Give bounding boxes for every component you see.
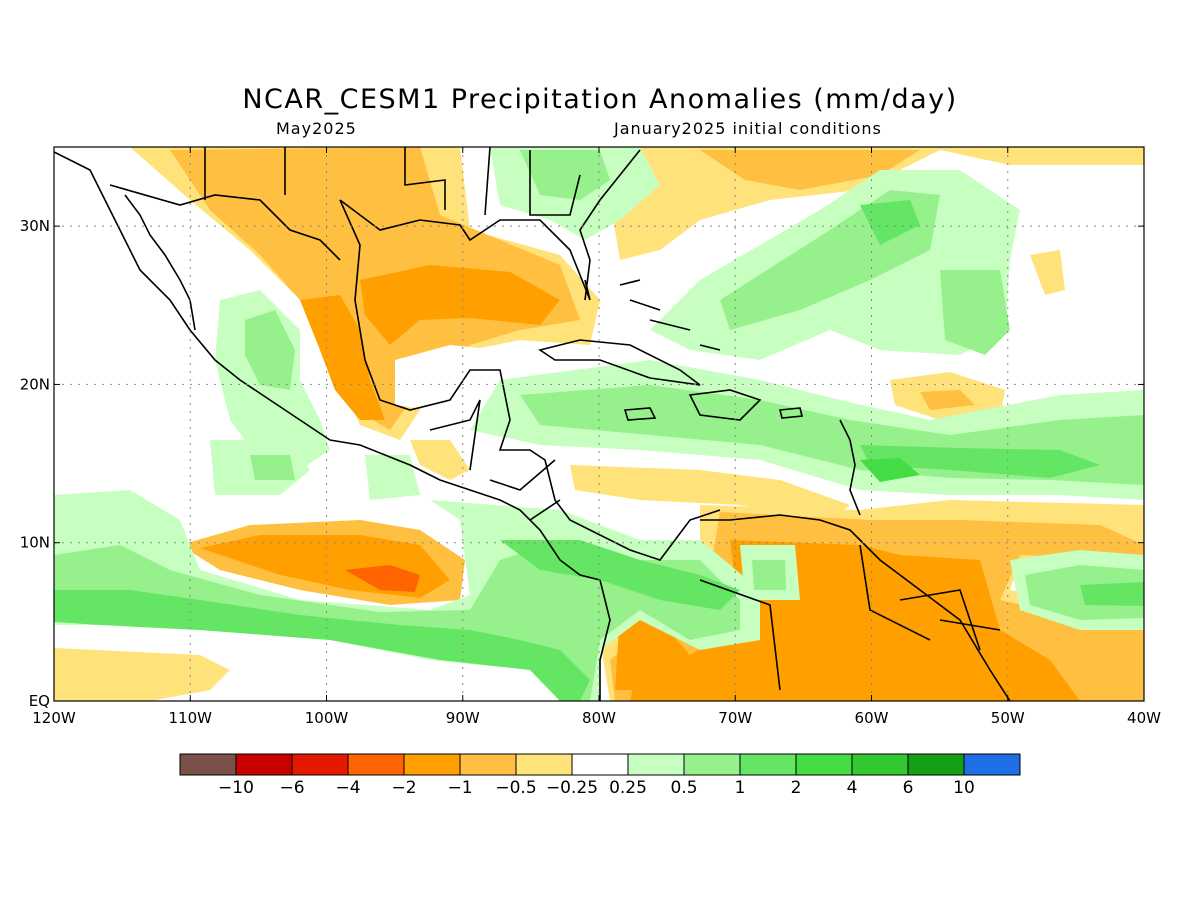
- puerto-rico: [778, 407, 804, 419]
- border-us-mexico: [109, 184, 341, 261]
- hispaniola: [688, 389, 762, 421]
- wet-west-mexico-mid: [245, 310, 295, 390]
- anomaly-field: [54, 147, 1144, 701]
- chart-title: NCAR_CESM1 Precipitation Anomalies (mm/d…: [242, 84, 958, 115]
- dry-colombia: [615, 610, 690, 690]
- coast-us-gulf: [339, 199, 591, 301]
- lesser-antilles: [839, 419, 861, 516]
- wet-caribbean-core: [860, 458, 920, 482]
- colorbar-swatch: [851, 753, 909, 776]
- gridlines: [54, 147, 1144, 701]
- colorbar-label: 1: [735, 778, 746, 798]
- y-tick-label: 30N: [20, 217, 50, 235]
- colorbar-label: −1: [447, 778, 472, 798]
- coastlines: [54, 147, 1011, 701]
- colorbar-swatch: [403, 753, 461, 776]
- x-tick-label: 80W: [582, 709, 616, 727]
- dry-gulf-inner: [395, 345, 520, 410]
- coast-gulf-mexico: [339, 199, 721, 561]
- dry-caribbean-band: [570, 465, 850, 520]
- wet-atlantic-band-core: [860, 200, 920, 245]
- dry-east-pacific-equator: [54, 648, 230, 701]
- wet-east-atlantic-core: [1080, 582, 1144, 606]
- colorbar-swatch: [795, 753, 853, 776]
- colorbar-label: 0.5: [670, 778, 697, 798]
- colorbar-swatch: [459, 753, 517, 776]
- x-tick-label: 120W: [32, 709, 76, 727]
- wet-pacific-itcz-core: [54, 590, 590, 701]
- colorbar-label: −10: [218, 778, 254, 798]
- wet-venezuela-core: [752, 560, 786, 590]
- dry-small-blob: [1030, 250, 1065, 295]
- colorbar-swatch: [571, 753, 629, 776]
- colorbar-swatch: [291, 753, 349, 776]
- jamaica: [623, 407, 657, 421]
- colorbar-swatch: [235, 753, 293, 776]
- colorbar-label: −4: [335, 778, 360, 798]
- dry-east-subtropics-mid: [700, 150, 920, 190]
- dry-gulf-core: [360, 265, 560, 345]
- colorbar-label: −0.5: [495, 778, 536, 798]
- colorbar-label: −6: [279, 778, 304, 798]
- colorbar-label: 4: [847, 778, 858, 798]
- dry-central-america: [410, 440, 470, 480]
- border-us-states: [204, 147, 581, 216]
- cuba: [538, 339, 701, 386]
- y-tick-label: EQ: [29, 692, 50, 710]
- wet-caribbean-band-core: [860, 445, 1100, 478]
- colorbar-label: 6: [903, 778, 914, 798]
- colorbar-swatch: [515, 753, 573, 776]
- dry-pacific-core: [345, 565, 420, 592]
- coast-south-america: [599, 514, 1011, 701]
- initial-conditions: January2025 initial conditions: [614, 119, 882, 138]
- coast-florida-atlantic: [579, 149, 641, 301]
- colorbar-swatch: [963, 753, 1021, 776]
- colorbar-label: 0.25: [609, 778, 647, 798]
- colorbar-swatch: [683, 753, 741, 776]
- colorbar-swatch: [347, 753, 405, 776]
- colorbar-label: 10: [953, 778, 975, 798]
- x-tick-label: 50W: [991, 709, 1025, 727]
- x-tick-label: 60W: [855, 709, 889, 727]
- forecast-month: May2025: [276, 119, 357, 138]
- colorbar-swatch: [739, 753, 797, 776]
- wet-pacific-cell-core: [250, 455, 295, 480]
- colorbar-label: −2: [391, 778, 416, 798]
- colorbar-swatch: [179, 753, 237, 776]
- dry-atlantic-blob-core: [920, 390, 975, 410]
- y-tick-label: 10N: [20, 534, 50, 552]
- x-tick-label: 90W: [446, 709, 480, 727]
- bahamas: [619, 279, 721, 351]
- wet-southeast-us-mid: [520, 150, 610, 200]
- colorbar: −10 −6 −4 −2 −1 −0.5 −0.25 0.25 0.5 1 2 4 6 10: [179, 753, 1021, 798]
- x-tick-label: 100W: [305, 709, 349, 727]
- x-tick-label: 110W: [169, 709, 213, 727]
- colorbar-label: −0.25: [546, 778, 598, 798]
- colorbar-swatch: [627, 753, 685, 776]
- x-axis: 120W 110W 100W 90W 80W 70W 60W 50W 40W: [32, 147, 1161, 727]
- y-tick-label: 20N: [20, 375, 50, 393]
- x-tick-label: 70W: [718, 709, 752, 727]
- wet-central-america-coast: [500, 540, 740, 610]
- colorbar-label: 2: [791, 778, 802, 798]
- coast-pacific-mexico: [54, 151, 601, 581]
- y-axis: EQ 10N 20N 30N: [20, 217, 1144, 710]
- colorbar-swatch: [907, 753, 965, 776]
- wet-guatemala: [365, 455, 420, 500]
- border-south-america: [699, 544, 1001, 691]
- dry-gulf-strong: [300, 295, 385, 420]
- x-tick-label: 40W: [1127, 709, 1161, 727]
- wet-atlantic-cell: [940, 270, 1010, 355]
- border-central-america: [429, 399, 561, 521]
